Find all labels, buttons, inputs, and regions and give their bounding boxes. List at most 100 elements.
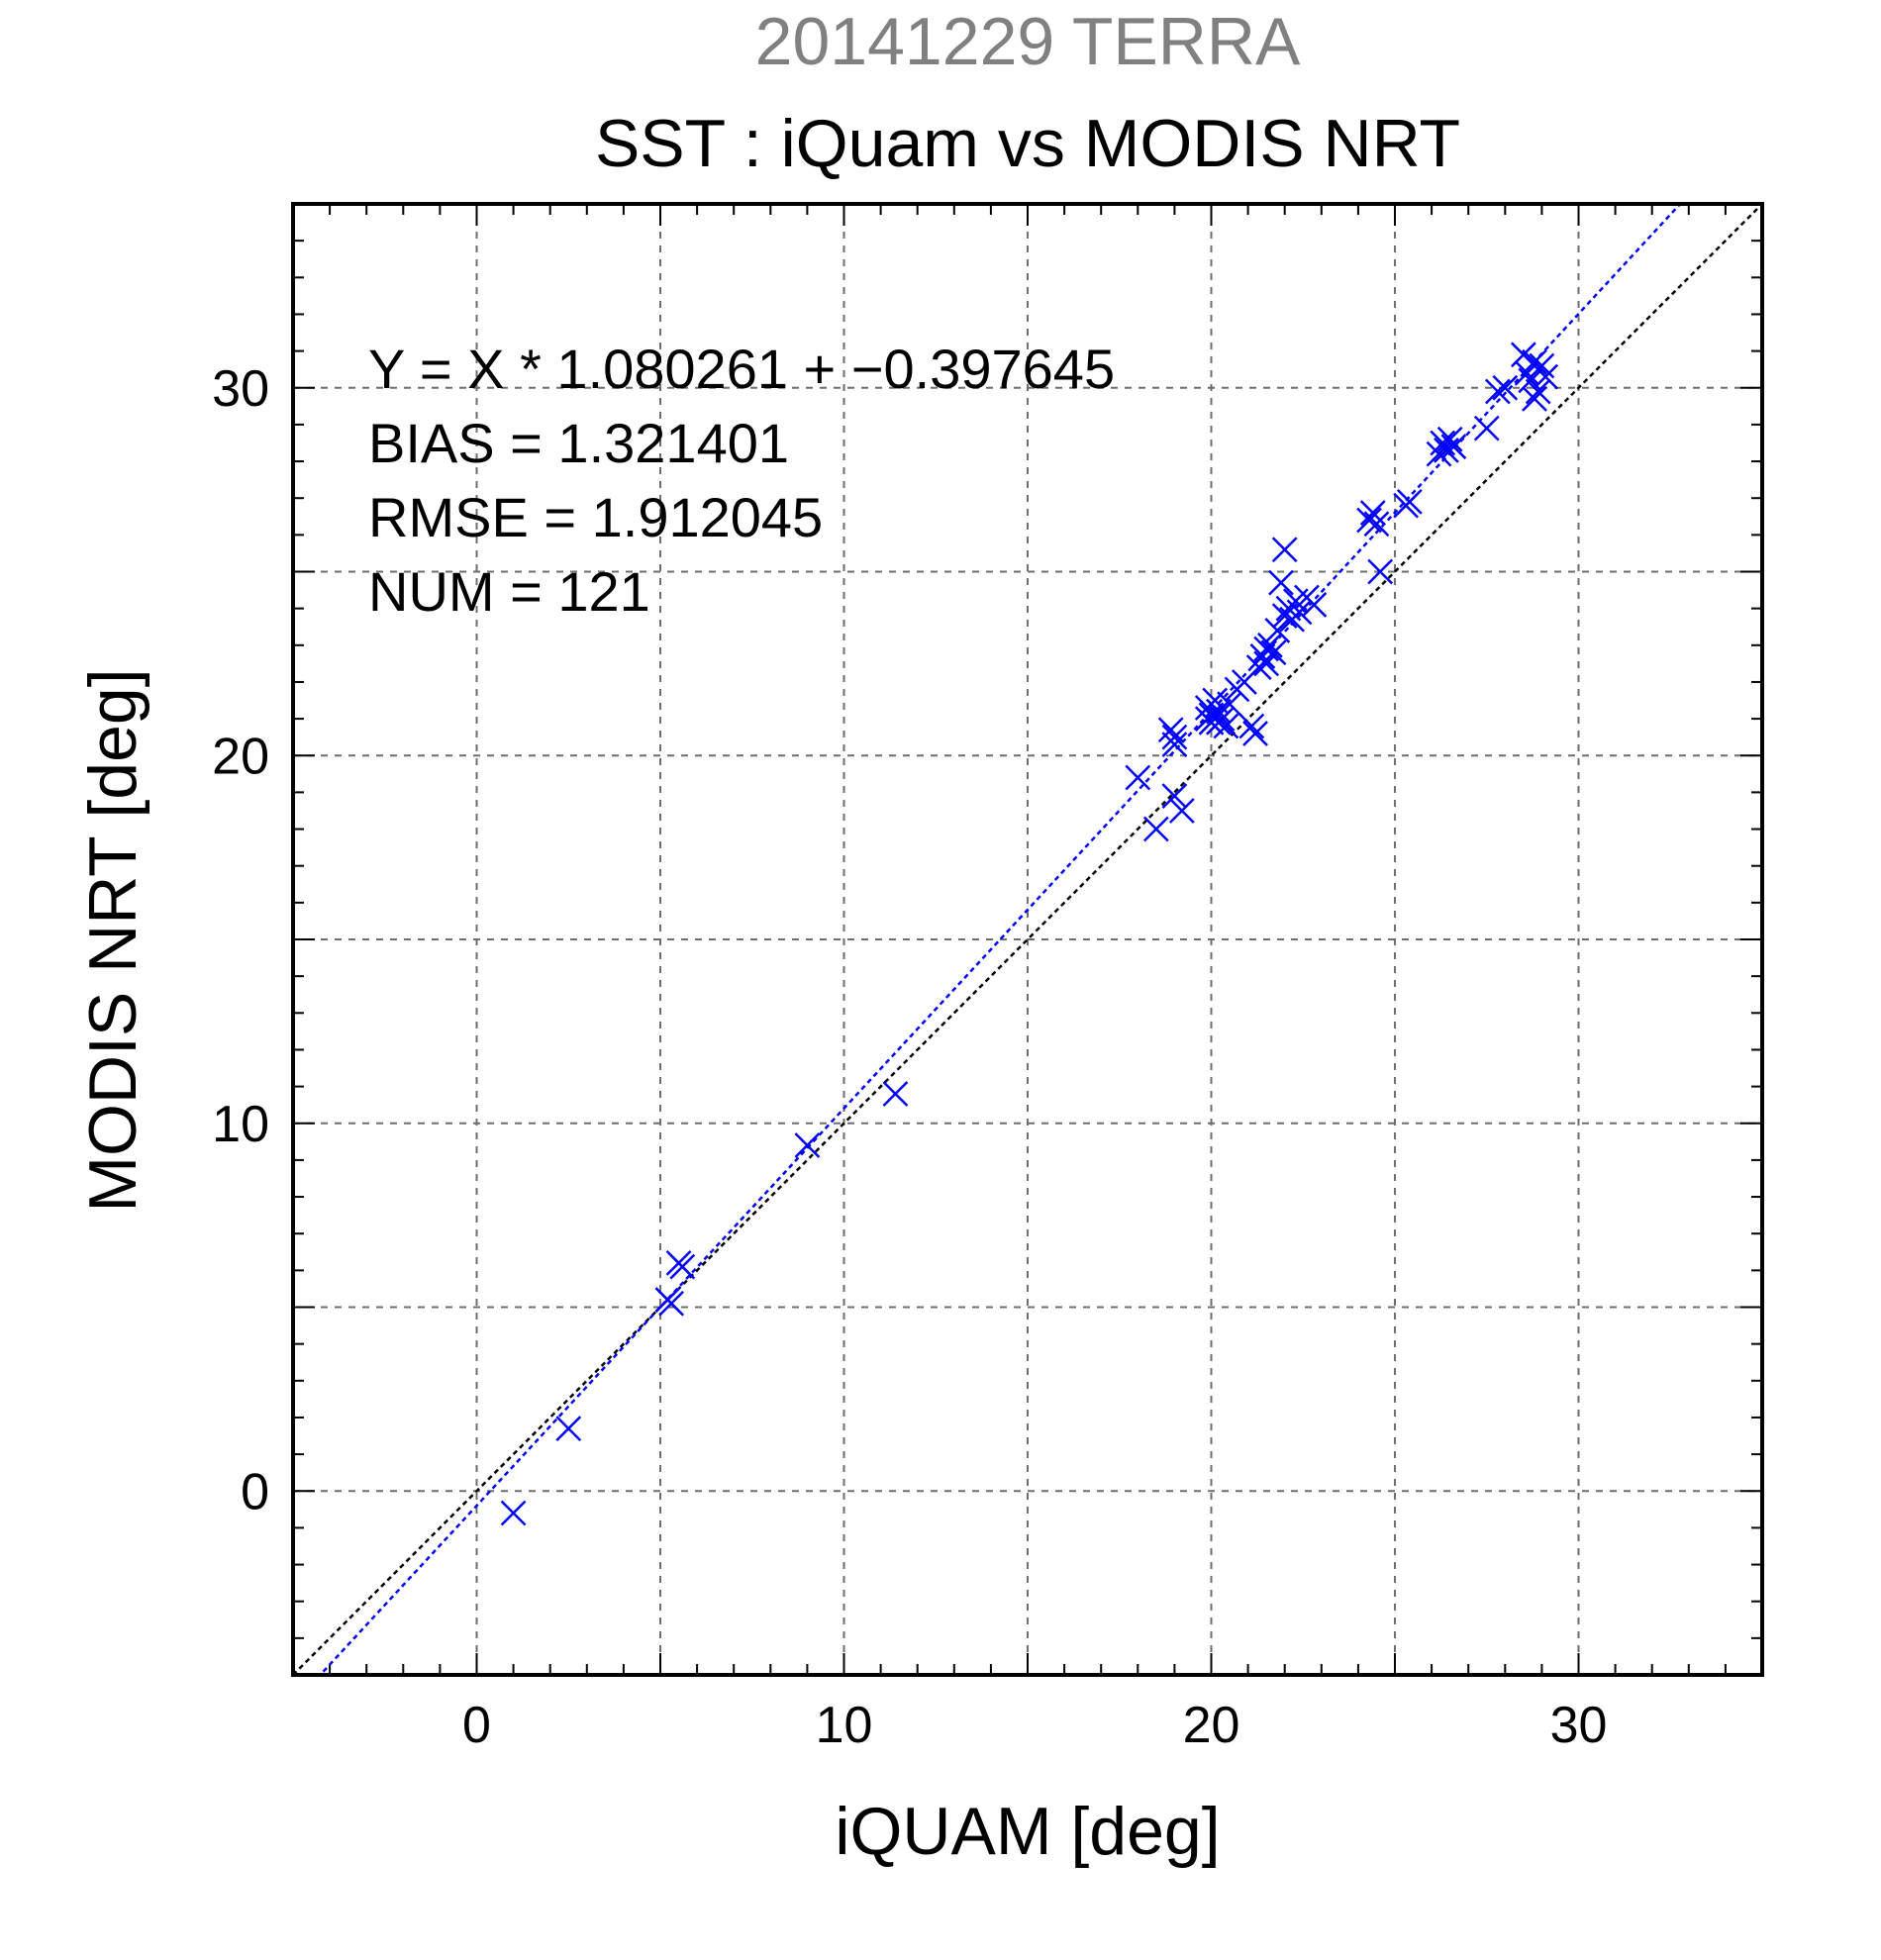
- data-point: [1271, 603, 1298, 629]
- data-point-stroke: [1213, 713, 1239, 739]
- x-tick-label: 0: [462, 1697, 491, 1754]
- data-point: [1367, 558, 1394, 585]
- data-point: [882, 1081, 909, 1107]
- data-point-stroke: [1492, 374, 1519, 401]
- data-point-stroke: [1238, 713, 1265, 739]
- data-point: [1440, 434, 1467, 460]
- data-point-stroke: [1256, 632, 1283, 658]
- data-point: [500, 1500, 527, 1526]
- chart-title: SST : iQuam vs MODIS NRT: [595, 106, 1460, 181]
- data-point-stroke: [500, 1500, 527, 1526]
- y-tick-label: 20: [212, 728, 269, 785]
- data-point: [1286, 599, 1313, 626]
- data-point-stroke: [1473, 415, 1500, 441]
- data-point: [1473, 415, 1500, 441]
- data-point-stroke: [1253, 650, 1280, 677]
- plot-frame: [291, 202, 1764, 1677]
- data-point: [1209, 706, 1236, 732]
- chart-subtitle: 20141229 TERRA: [755, 4, 1301, 79]
- data-point-stroke: [1202, 687, 1229, 714]
- data-point-stroke: [1436, 426, 1463, 452]
- data-point: [794, 1132, 821, 1158]
- data-point-stroke: [1484, 378, 1511, 405]
- data-point-stroke: [1209, 706, 1236, 732]
- data-point: [1256, 632, 1283, 658]
- data-point-stroke: [1363, 511, 1390, 538]
- data-point-stroke: [1157, 717, 1184, 743]
- data-point-stroke: [1125, 764, 1151, 791]
- data-point: [669, 1253, 696, 1280]
- data-point: [1484, 378, 1511, 405]
- data-point-stroke: [1356, 507, 1382, 534]
- data-point-stroke: [1533, 363, 1558, 390]
- data-point-stroke: [1161, 732, 1188, 757]
- data-point-stroke: [1260, 639, 1287, 666]
- data-point-stroke: [1440, 434, 1467, 460]
- y-tick-label: 0: [241, 1463, 269, 1520]
- x-tick-label: 30: [1550, 1697, 1608, 1754]
- stats-rmse: RMSE = 1.912045: [368, 486, 823, 548]
- reference-lines: [293, 204, 1762, 1675]
- data-point: [1161, 783, 1188, 809]
- identity-line: [293, 204, 1762, 1675]
- data-point: [1161, 724, 1188, 750]
- data-point-stroke: [669, 1253, 696, 1280]
- data-point: [1213, 713, 1239, 739]
- data-point: [1142, 816, 1169, 842]
- data-point-stroke: [1271, 537, 1298, 563]
- data-point-stroke: [1430, 430, 1456, 456]
- data-point-stroke: [555, 1416, 582, 1441]
- x-tick-label: 10: [816, 1697, 873, 1754]
- data-point: [1492, 374, 1519, 401]
- data-point-stroke: [1271, 603, 1298, 629]
- data-points: [500, 342, 1558, 1526]
- data-point-stroke: [1522, 386, 1547, 412]
- data-point: [1396, 489, 1423, 515]
- data-point-stroke: [1206, 698, 1232, 725]
- data-point-stroke: [882, 1081, 909, 1107]
- stats-box: Y = X * 1.080261 + −0.397645 BIAS = 1.32…: [368, 338, 1115, 623]
- data-point: [1264, 618, 1291, 643]
- data-point: [1436, 426, 1463, 452]
- data-point: [1271, 537, 1298, 563]
- data-point: [658, 1290, 685, 1317]
- stats-bias: BIAS = 1.321401: [368, 412, 789, 474]
- data-point-stroke: [1525, 378, 1551, 405]
- data-point: [1217, 691, 1242, 718]
- data-point: [1363, 511, 1390, 538]
- data-point-stroke: [1168, 798, 1195, 824]
- data-point: [1260, 639, 1287, 666]
- data-point-stroke: [1396, 489, 1423, 515]
- data-point-stroke: [1264, 618, 1291, 643]
- data-point-stroke: [1359, 500, 1386, 526]
- data-point: [1161, 732, 1188, 757]
- data-point: [1157, 717, 1184, 743]
- stats-num: NUM = 121: [368, 560, 650, 623]
- y-tick-label: 10: [212, 1096, 269, 1153]
- x-tick-label: 20: [1183, 1697, 1240, 1754]
- data-point-stroke: [1286, 599, 1313, 626]
- data-point-stroke: [1522, 348, 1547, 375]
- data-point: [1125, 764, 1151, 791]
- data-point-stroke: [1367, 558, 1394, 585]
- y-axis-label: MODIS NRT [deg]: [75, 668, 150, 1212]
- data-point: [1242, 721, 1268, 746]
- x-axis-label: iQUAM [deg]: [835, 1794, 1220, 1869]
- data-point-stroke: [1161, 783, 1188, 809]
- data-point-stroke: [1529, 352, 1555, 379]
- y-tick-label: 30: [212, 360, 269, 418]
- regression-line: [318, 204, 1682, 1675]
- data-point-stroke: [1161, 724, 1188, 750]
- data-point-stroke: [1301, 592, 1328, 618]
- data-point-stroke: [658, 1290, 685, 1317]
- stats-regression: Y = X * 1.080261 + −0.397645: [368, 338, 1115, 400]
- data-point: [1525, 378, 1551, 405]
- data-point-stroke: [1217, 691, 1242, 718]
- data-point: [555, 1416, 582, 1441]
- data-point: [1168, 798, 1195, 824]
- x-tick-labels: 0 10 20 30: [462, 1697, 1607, 1754]
- data-point: [1238, 713, 1265, 739]
- data-point: [1522, 348, 1547, 375]
- data-point: [1356, 507, 1382, 534]
